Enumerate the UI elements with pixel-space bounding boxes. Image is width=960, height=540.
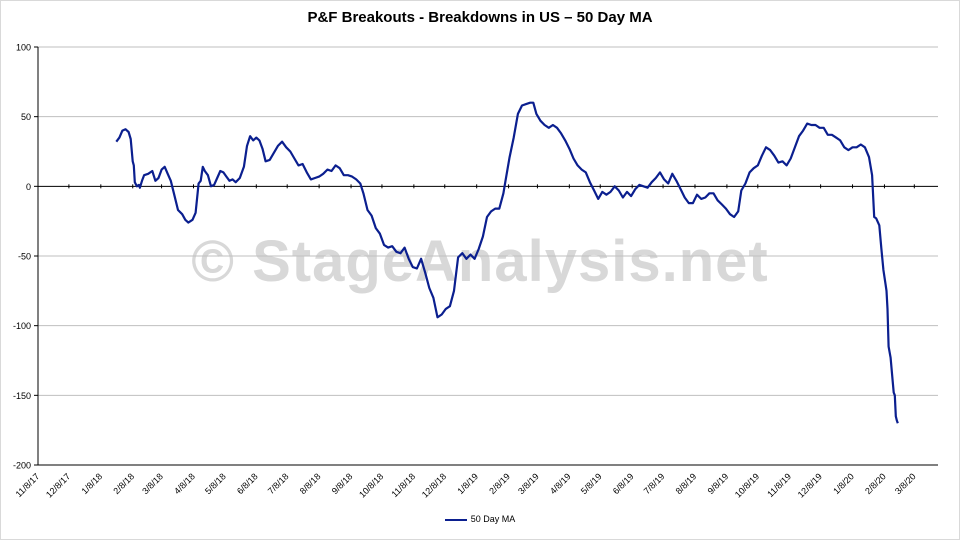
x-tick-label: 5/8/18: [203, 471, 228, 496]
x-tick-label: 12/8/19: [796, 471, 824, 499]
y-tick-label: 0: [26, 182, 31, 192]
legend: 50 Day MA: [0, 514, 960, 524]
x-tick-label: 7/8/19: [642, 471, 667, 496]
y-tick-labels: 100 50 0 -50 -100 -150 -200: [13, 43, 31, 471]
x-tick-label: 11/8/18: [389, 471, 417, 499]
x-tick-label: 9/8/18: [330, 471, 355, 496]
series-lines: [115, 101, 899, 424]
x-tick-label: 9/8/19: [706, 471, 731, 496]
x-tick-label: 1/8/19: [455, 471, 480, 496]
x-tick-label: 12/8/17: [44, 471, 72, 499]
x-tick-label: 2/8/19: [487, 471, 512, 496]
watermark-text: © StageAnalysis.net: [191, 229, 769, 294]
x-tick-label: 10/8/19: [733, 471, 761, 499]
x-tick-label: 10/8/18: [357, 471, 385, 499]
gridlines: [38, 46, 938, 466]
x-tick-label: 6/8/18: [235, 471, 260, 496]
x-tick-label: 5/8/19: [579, 471, 604, 496]
axes: [34, 46, 938, 466]
x-tick-label: 4/8/19: [548, 471, 573, 496]
x-tick-labels: 11/8/17 12/8/17 1/8/18 2/8/18 3/8/18 4/8/18 5/…: [14, 471, 918, 499]
x-tick-label: 6/8/19: [611, 471, 636, 496]
x-tick-label: 3/8/18: [140, 471, 165, 496]
y-tick-label: -200: [13, 461, 31, 471]
y-tick-label: 50: [21, 112, 31, 122]
legend-label: 50 Day MA: [470, 514, 516, 524]
x-tick-label: 1/8/18: [79, 471, 104, 496]
y-tick-label: -100: [13, 321, 31, 331]
x-tick-label: 8/8/19: [674, 471, 699, 496]
y-tick-label: -50: [18, 252, 31, 262]
x-tick-label: 2/8/20: [863, 471, 888, 496]
x-tick-label: 12/8/18: [420, 471, 448, 499]
x-tick-label: 3/8/20: [893, 471, 918, 496]
x-tick-label: 2/8/18: [111, 471, 136, 496]
y-tick-label: 100: [16, 43, 31, 53]
x-tick-label: 1/8/20: [831, 471, 856, 496]
legend-swatch: [444, 518, 467, 521]
x-tick-label: 4/8/18: [172, 471, 197, 496]
x-tick-label: 7/8/18: [266, 471, 291, 496]
x-tick-label: 11/8/19: [765, 471, 793, 499]
x-tick-label: 3/8/19: [516, 471, 541, 496]
x-tick-label: 11/8/17: [14, 471, 42, 499]
y-tick-label: -150: [13, 391, 31, 401]
chart-title: P&F Breakouts - Breakdowns in US – 50 Da…: [307, 9, 653, 26]
x-tick-label: 8/8/18: [298, 471, 323, 496]
series-line: [115, 101, 899, 424]
